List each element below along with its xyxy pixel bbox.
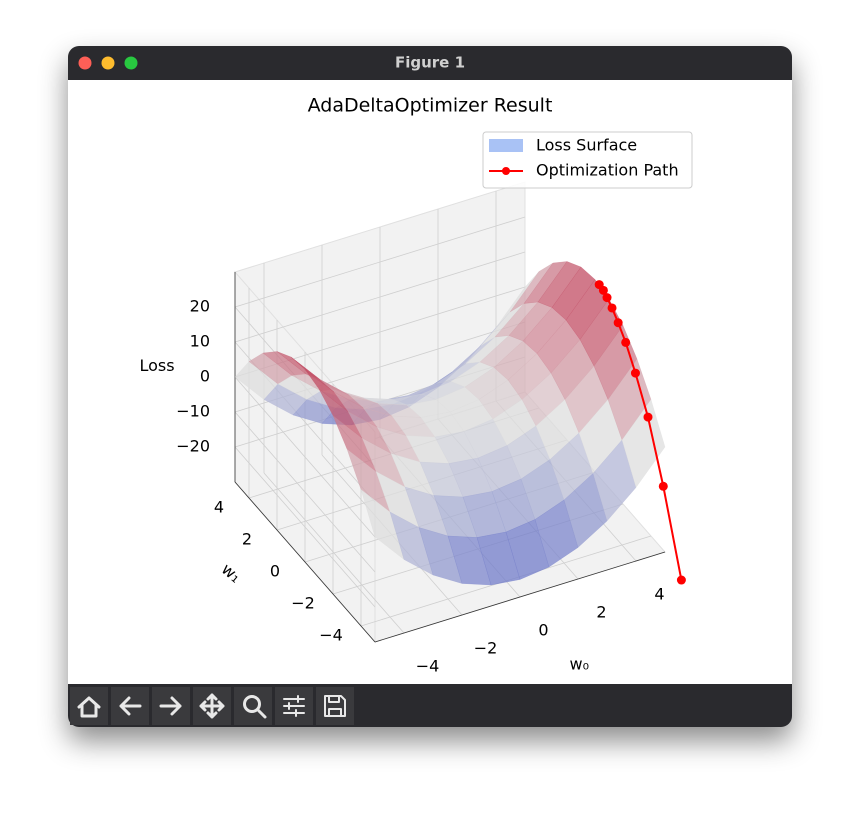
x-tick-label: 4 bbox=[654, 585, 664, 604]
path-point bbox=[643, 412, 653, 422]
path-point bbox=[676, 575, 686, 585]
legend: Loss Surface Optimization Path bbox=[482, 131, 693, 189]
x-tick-label: 2 bbox=[596, 603, 606, 622]
grid-line bbox=[234, 446, 376, 608]
legend-marker bbox=[502, 167, 510, 175]
zoom-button[interactable] bbox=[124, 56, 138, 70]
y-tick-label: −2 bbox=[291, 594, 315, 613]
path-point bbox=[594, 280, 604, 290]
path-point bbox=[621, 337, 631, 347]
chart-title: AdaDeltaOptimizer Result bbox=[308, 95, 553, 117]
y-tick-label: 2 bbox=[242, 530, 252, 549]
z-tick-label: 20 bbox=[190, 297, 210, 316]
z-tick-label: −10 bbox=[176, 402, 210, 421]
zoom-icon bbox=[257, 709, 267, 719]
plot bbox=[234, 181, 686, 644]
forward-icon bbox=[159, 696, 182, 716]
toolbar bbox=[70, 687, 354, 725]
legend-label: Loss Surface bbox=[536, 136, 637, 155]
z-tick-label: −20 bbox=[176, 437, 210, 456]
axis-line bbox=[374, 551, 666, 643]
path-point bbox=[602, 293, 612, 303]
zoom-icon-lens bbox=[243, 695, 261, 713]
grid-line bbox=[234, 376, 376, 538]
configure-icon bbox=[283, 695, 305, 717]
legend-label: Optimization Path bbox=[536, 161, 679, 180]
path-point bbox=[630, 368, 640, 378]
z-axis-label: Loss bbox=[139, 356, 174, 375]
x-axis-label: w₀ bbox=[570, 654, 590, 673]
home-icon bbox=[77, 696, 101, 718]
save-button[interactable] bbox=[316, 687, 354, 725]
close-button[interactable] bbox=[78, 56, 92, 70]
y-tick-label: 4 bbox=[214, 498, 224, 517]
axis-line bbox=[234, 481, 376, 643]
y-tick-label: 0 bbox=[270, 562, 280, 581]
y-tick-label: −4 bbox=[319, 626, 343, 645]
grid-line bbox=[234, 216, 526, 308]
save-icon bbox=[324, 695, 346, 717]
back-icon bbox=[119, 696, 142, 716]
surface-patch bbox=[621, 398, 666, 489]
x-tick-label: 0 bbox=[538, 621, 548, 640]
window-title: Figure 1 bbox=[395, 54, 465, 72]
minimize-button[interactable] bbox=[101, 56, 115, 70]
grid-line bbox=[234, 411, 376, 573]
z-tick-label: 10 bbox=[190, 332, 210, 351]
pan-icon bbox=[199, 693, 225, 719]
home-button[interactable] bbox=[70, 687, 108, 725]
zoom-tool-button[interactable] bbox=[234, 687, 272, 725]
z-tick-label: 0 bbox=[200, 367, 210, 386]
grid-line bbox=[234, 251, 526, 343]
legend-box bbox=[482, 131, 693, 189]
path-point bbox=[613, 318, 623, 328]
x-tick-label: −4 bbox=[416, 657, 440, 676]
path-point bbox=[607, 303, 617, 313]
path-point bbox=[658, 481, 668, 491]
legend-swatch bbox=[489, 139, 523, 152]
x-tick-label: −2 bbox=[474, 639, 498, 658]
